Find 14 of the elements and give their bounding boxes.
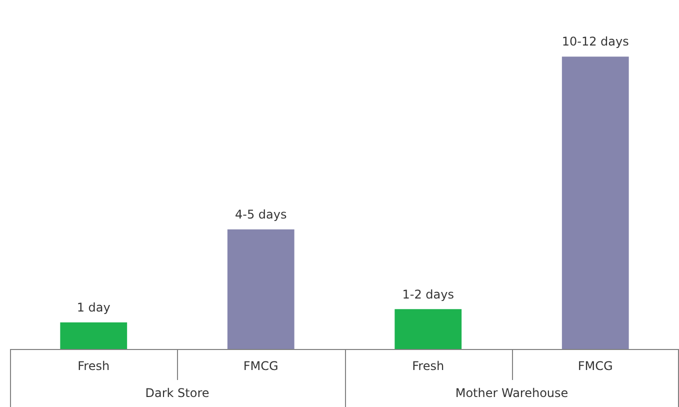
text: Dark Store bbox=[145, 386, 210, 400]
data-label: 1 day bbox=[76, 300, 110, 315]
data-label: 10-12 days bbox=[562, 34, 629, 49]
x-tick-label: FMCG bbox=[578, 359, 613, 374]
bar bbox=[227, 229, 294, 349]
text: Mother Warehouse bbox=[455, 386, 568, 400]
x-tick-label: FMCG bbox=[243, 359, 278, 374]
x-tick-label: Fresh bbox=[78, 359, 110, 374]
x-tick-label: Fresh bbox=[412, 359, 444, 374]
data-label: 1-2 days bbox=[402, 287, 454, 302]
bar bbox=[60, 322, 128, 349]
bar bbox=[562, 56, 629, 349]
bar bbox=[394, 309, 462, 349]
data-label: 4-5 days bbox=[235, 208, 287, 222]
